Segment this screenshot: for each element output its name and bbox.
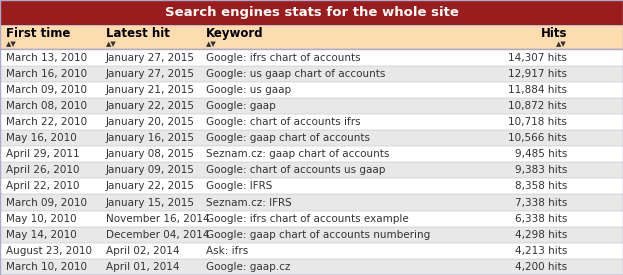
Text: Google: gaap chart of accounts: Google: gaap chart of accounts <box>206 133 369 143</box>
Text: 4,298 hits: 4,298 hits <box>515 230 567 240</box>
Text: ▲▼: ▲▼ <box>206 41 216 47</box>
FancyBboxPatch shape <box>0 0 623 25</box>
FancyBboxPatch shape <box>0 25 623 50</box>
Text: 4,200 hits: 4,200 hits <box>515 262 567 272</box>
Text: Search engines stats for the whole site: Search engines stats for the whole site <box>164 6 459 19</box>
Text: Google: ifrs chart of accounts: Google: ifrs chart of accounts <box>206 53 360 62</box>
Text: March 22, 2010: March 22, 2010 <box>6 117 87 127</box>
Text: Ask: ifrs: Ask: ifrs <box>206 246 248 256</box>
Text: Latest hit: Latest hit <box>106 27 170 40</box>
Text: December 04, 2014: December 04, 2014 <box>106 230 209 240</box>
Text: ▲▼: ▲▼ <box>556 41 567 47</box>
Text: ▲▼: ▲▼ <box>106 41 117 47</box>
Text: ▲▼: ▲▼ <box>6 41 17 47</box>
Text: April 29, 2011: April 29, 2011 <box>6 149 80 159</box>
Text: January 22, 2015: January 22, 2015 <box>106 101 195 111</box>
Text: March 16, 2010: March 16, 2010 <box>6 69 87 79</box>
FancyBboxPatch shape <box>0 178 623 194</box>
Text: Google: chart of accounts us gaap: Google: chart of accounts us gaap <box>206 165 385 175</box>
Text: August 23, 2010: August 23, 2010 <box>6 246 92 256</box>
Text: April 02, 2014: April 02, 2014 <box>106 246 179 256</box>
Text: 6,338 hits: 6,338 hits <box>515 214 567 224</box>
Text: January 21, 2015: January 21, 2015 <box>106 85 195 95</box>
Text: 4,213 hits: 4,213 hits <box>515 246 567 256</box>
FancyBboxPatch shape <box>0 162 623 178</box>
Text: Seznam.cz: IFRS: Seznam.cz: IFRS <box>206 197 292 208</box>
Text: Google: gaap chart of accounts numbering: Google: gaap chart of accounts numbering <box>206 230 430 240</box>
Text: Keyword: Keyword <box>206 27 263 40</box>
Text: Google: us gaap: Google: us gaap <box>206 85 291 95</box>
Text: January 27, 2015: January 27, 2015 <box>106 69 195 79</box>
Text: Google: us gaap chart of accounts: Google: us gaap chart of accounts <box>206 69 385 79</box>
FancyBboxPatch shape <box>0 227 623 243</box>
Text: Google: chart of accounts ifrs: Google: chart of accounts ifrs <box>206 117 360 127</box>
FancyBboxPatch shape <box>0 194 623 211</box>
Text: May 14, 2010: May 14, 2010 <box>6 230 77 240</box>
FancyBboxPatch shape <box>0 66 623 82</box>
Text: March 10, 2010: March 10, 2010 <box>6 262 87 272</box>
FancyBboxPatch shape <box>0 82 623 98</box>
FancyBboxPatch shape <box>0 50 623 66</box>
Text: Google: ifrs chart of accounts example: Google: ifrs chart of accounts example <box>206 214 408 224</box>
Text: March 13, 2010: March 13, 2010 <box>6 53 87 62</box>
Text: May 10, 2010: May 10, 2010 <box>6 214 77 224</box>
Text: Google: IFRS: Google: IFRS <box>206 182 272 191</box>
Text: January 20, 2015: January 20, 2015 <box>106 117 195 127</box>
FancyBboxPatch shape <box>0 259 623 275</box>
Text: 9,383 hits: 9,383 hits <box>515 165 567 175</box>
Text: January 09, 2015: January 09, 2015 <box>106 165 195 175</box>
Text: May 16, 2010: May 16, 2010 <box>6 133 77 143</box>
Text: 14,307 hits: 14,307 hits <box>508 53 567 62</box>
Text: April 01, 2014: April 01, 2014 <box>106 262 179 272</box>
Text: January 27, 2015: January 27, 2015 <box>106 53 195 62</box>
FancyBboxPatch shape <box>0 130 623 146</box>
Text: January 08, 2015: January 08, 2015 <box>106 149 195 159</box>
Text: Google: gaap.cz: Google: gaap.cz <box>206 262 290 272</box>
Text: January 16, 2015: January 16, 2015 <box>106 133 195 143</box>
Text: March 08, 2010: March 08, 2010 <box>6 101 87 111</box>
Text: 8,358 hits: 8,358 hits <box>515 182 567 191</box>
Text: 9,485 hits: 9,485 hits <box>515 149 567 159</box>
Text: 10,566 hits: 10,566 hits <box>508 133 567 143</box>
Text: January 22, 2015: January 22, 2015 <box>106 182 195 191</box>
Text: 11,884 hits: 11,884 hits <box>508 85 567 95</box>
Text: First time: First time <box>6 27 70 40</box>
Text: Google: gaap: Google: gaap <box>206 101 275 111</box>
Text: 12,917 hits: 12,917 hits <box>508 69 567 79</box>
FancyBboxPatch shape <box>0 211 623 227</box>
FancyBboxPatch shape <box>0 114 623 130</box>
Text: 10,872 hits: 10,872 hits <box>508 101 567 111</box>
Text: January 15, 2015: January 15, 2015 <box>106 197 195 208</box>
Text: April 22, 2010: April 22, 2010 <box>6 182 80 191</box>
Text: 10,718 hits: 10,718 hits <box>508 117 567 127</box>
Text: March 09, 2010: March 09, 2010 <box>6 85 87 95</box>
FancyBboxPatch shape <box>0 98 623 114</box>
Text: April 26, 2010: April 26, 2010 <box>6 165 80 175</box>
Text: Seznam.cz: gaap chart of accounts: Seznam.cz: gaap chart of accounts <box>206 149 389 159</box>
Text: Hits: Hits <box>540 27 567 40</box>
FancyBboxPatch shape <box>0 146 623 162</box>
Text: 7,338 hits: 7,338 hits <box>515 197 567 208</box>
Text: March 09, 2010: March 09, 2010 <box>6 197 87 208</box>
FancyBboxPatch shape <box>0 243 623 259</box>
Text: November 16, 2014: November 16, 2014 <box>106 214 209 224</box>
